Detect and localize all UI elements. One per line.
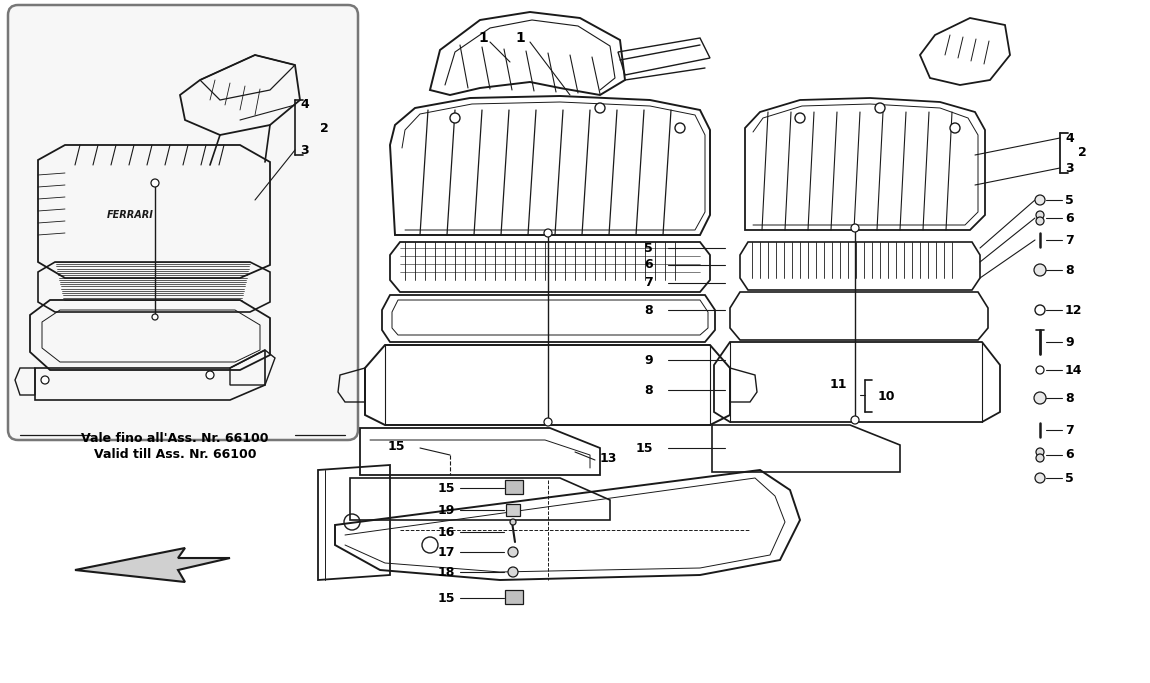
Text: 9: 9 [644, 354, 653, 367]
Circle shape [1036, 211, 1044, 219]
Circle shape [1035, 473, 1045, 483]
Text: 3: 3 [1065, 161, 1074, 174]
Text: 11: 11 [830, 378, 848, 391]
Circle shape [851, 224, 859, 232]
Text: 12: 12 [1065, 303, 1082, 316]
Circle shape [1035, 195, 1045, 205]
Circle shape [544, 418, 552, 426]
Text: 7: 7 [644, 277, 653, 290]
Text: 1: 1 [515, 31, 526, 45]
Text: 8: 8 [644, 383, 653, 397]
Circle shape [675, 123, 685, 133]
Circle shape [152, 314, 158, 320]
Bar [505, 590, 523, 604]
Circle shape [851, 416, 859, 424]
Text: 8: 8 [1065, 264, 1074, 277]
Bar [505, 480, 523, 494]
Text: 14: 14 [1065, 363, 1082, 376]
Text: 19: 19 [438, 503, 455, 516]
Circle shape [1036, 448, 1044, 456]
Circle shape [509, 519, 516, 525]
Text: 8: 8 [644, 303, 653, 316]
Text: 6: 6 [1065, 212, 1074, 225]
Text: 4: 4 [300, 98, 308, 111]
Text: 5: 5 [644, 242, 653, 255]
Text: 5: 5 [1065, 193, 1074, 206]
Circle shape [450, 113, 460, 123]
Circle shape [950, 123, 960, 133]
Circle shape [151, 179, 159, 187]
Text: Valid till Ass. Nr. 66100: Valid till Ass. Nr. 66100 [94, 449, 256, 462]
Text: 15: 15 [388, 441, 405, 454]
Text: 17: 17 [437, 546, 455, 559]
Circle shape [544, 229, 552, 237]
Text: 15: 15 [437, 591, 455, 604]
Circle shape [508, 567, 518, 577]
Circle shape [1036, 366, 1044, 374]
Text: FERRARI: FERRARI [107, 210, 153, 220]
Text: 5: 5 [1065, 471, 1074, 484]
Text: 13: 13 [600, 451, 618, 464]
Circle shape [595, 103, 605, 113]
Text: 9: 9 [1065, 335, 1074, 348]
Text: 1: 1 [478, 31, 488, 45]
Circle shape [875, 103, 886, 113]
Circle shape [1034, 264, 1047, 276]
Bar [506, 504, 520, 516]
Text: 6: 6 [644, 258, 653, 272]
Text: 15: 15 [437, 482, 455, 494]
Text: Vale fino all'Ass. Nr. 66100: Vale fino all'Ass. Nr. 66100 [82, 432, 269, 445]
FancyBboxPatch shape [8, 5, 358, 440]
Text: 4: 4 [1065, 132, 1074, 145]
Text: 16: 16 [438, 525, 455, 538]
Circle shape [508, 547, 518, 557]
Text: 7: 7 [1065, 423, 1074, 436]
Text: 2: 2 [320, 122, 329, 135]
Text: 10: 10 [877, 389, 896, 402]
Text: 3: 3 [300, 143, 308, 156]
Text: 18: 18 [438, 566, 455, 579]
Text: 6: 6 [1065, 449, 1074, 462]
Circle shape [1036, 454, 1044, 462]
Circle shape [41, 376, 49, 384]
Text: 8: 8 [1065, 391, 1074, 404]
Text: 2: 2 [1078, 146, 1087, 160]
Text: 7: 7 [1065, 234, 1074, 247]
Circle shape [795, 113, 805, 123]
Polygon shape [75, 548, 230, 582]
Circle shape [1036, 217, 1044, 225]
Text: 15: 15 [636, 441, 653, 454]
Circle shape [206, 371, 214, 379]
Circle shape [1034, 392, 1047, 404]
